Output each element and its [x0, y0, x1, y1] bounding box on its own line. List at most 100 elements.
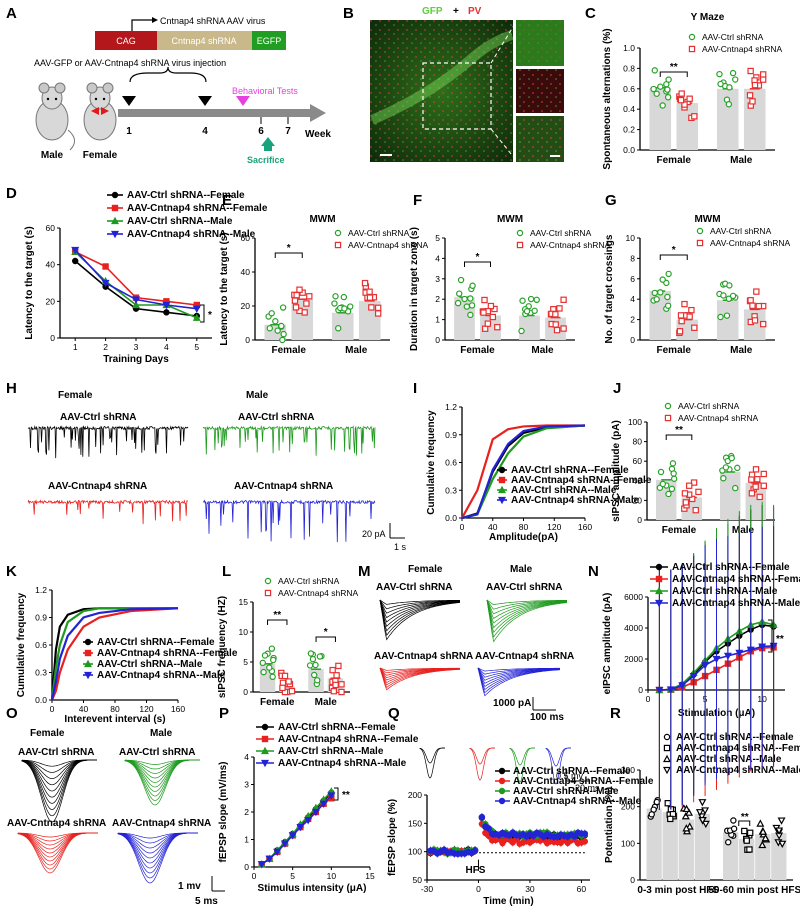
L-ytick-label: 0 — [243, 687, 248, 697]
R-legend-label: AAV-Ctrl shRNA--Male — [676, 754, 782, 765]
C-point — [664, 86, 671, 93]
panel-label-g: G — [605, 192, 617, 209]
P-series-point — [304, 817, 313, 825]
R-bar — [646, 808, 662, 880]
G-point — [751, 317, 759, 324]
Q-ytick-label: 200 — [408, 790, 422, 800]
h-ctrl-male-label: AAV-Ctrl shRNA — [238, 412, 314, 423]
N-ytick-label: 2000 — [624, 654, 643, 664]
N-series-point — [655, 686, 664, 695]
L-point — [285, 678, 292, 685]
C-point — [759, 71, 767, 78]
E-point — [340, 293, 348, 301]
E-point — [374, 310, 382, 317]
J-point — [760, 470, 767, 478]
m-trace-ctrl-male — [486, 599, 567, 620]
Q-point — [478, 813, 486, 821]
F-point — [519, 297, 526, 304]
R-point — [761, 833, 770, 842]
P-series-point — [311, 808, 320, 817]
trace-ctrl-male — [202, 425, 376, 456]
panel-label-b: B — [343, 5, 354, 22]
C-point — [749, 98, 756, 105]
C-title: Y Maze — [691, 12, 725, 23]
L-point — [314, 677, 321, 684]
C-point — [751, 81, 759, 89]
J-ytick-label: 100 — [628, 417, 642, 427]
F-point — [456, 290, 463, 297]
m-trace-kd-male — [477, 667, 560, 675]
P-legend-label: AAV-Cntnap4 shRNA--Male — [278, 758, 407, 769]
E-point — [368, 304, 375, 311]
P-legend-label: AAV-Ctrl shRNA--Female — [278, 722, 396, 733]
Q-ylabel: fEPSP slope (%) — [387, 799, 398, 876]
C-ytick-label: 0.2 — [623, 125, 635, 135]
N-series-point — [723, 652, 732, 661]
q-scale-y: 0.5 mv — [556, 771, 584, 781]
N-sig-bracket — [768, 619, 773, 653]
P-xtick-label: 10 — [327, 871, 337, 881]
D-legend-label: AAV-Cntnap4 shRNA--Female — [127, 203, 268, 214]
N-series-point — [758, 643, 767, 651]
R-point — [648, 811, 655, 818]
E-title: MWM — [309, 214, 335, 225]
J-point — [685, 482, 693, 489]
I-ytick-label: 1.2 — [445, 402, 457, 412]
R-category-label: 0-3 min post HFS — [637, 885, 719, 896]
D-series-point — [131, 296, 141, 304]
L-point — [333, 672, 340, 679]
C-bar — [716, 88, 739, 150]
C-point — [746, 92, 754, 99]
q-inset-trace — [419, 747, 445, 779]
L-category-label: Male — [315, 697, 338, 708]
P-ytick-label: 2 — [244, 807, 249, 817]
P-xlabel: Stimulus intensity (μA) — [258, 883, 367, 894]
F-point — [481, 325, 489, 332]
J-category-label: Male — [732, 525, 755, 536]
trace-ctrl-female — [27, 425, 189, 459]
K-xtick-label: 120 — [139, 704, 153, 714]
J-bar — [719, 471, 741, 520]
C-point — [651, 67, 658, 74]
G-bar — [716, 300, 739, 340]
chart-i: 0.0 0.3 0.6 0.9 1.2 Cumulative frequency Ampli… — [426, 402, 652, 543]
K-series-line — [50, 607, 179, 701]
J-point — [695, 488, 702, 496]
R-ylabel: Potentiation (%) — [604, 787, 615, 863]
P-ytick-label: 3 — [244, 780, 249, 790]
L-point — [335, 662, 342, 670]
F-ytick-label: 3 — [435, 274, 440, 284]
Q-point — [581, 830, 589, 837]
G-point — [688, 306, 695, 314]
J-point — [752, 466, 760, 473]
N-series-point — [689, 672, 698, 681]
I-xtick-label: 40 — [488, 522, 498, 532]
R-legend-marker — [662, 754, 672, 763]
F-ytick-label: 0 — [435, 335, 440, 345]
injection-label: AAV-GFP or AAV-Cntnap4 shRNA virus injec… — [34, 58, 226, 68]
week-label: Week — [305, 129, 331, 140]
F-ytick-label: 1 — [435, 315, 440, 325]
R-legend-marker — [662, 766, 672, 775]
L-legend-marker — [264, 589, 272, 597]
P-series-point — [257, 861, 266, 869]
R-point — [741, 827, 748, 835]
J-point — [732, 484, 739, 492]
L-point — [332, 681, 339, 689]
L-point — [260, 668, 267, 676]
L-point — [306, 662, 314, 669]
C-point — [726, 84, 733, 91]
E-point — [268, 310, 275, 317]
E-point — [301, 309, 308, 316]
Q-xtick-label: 60 — [577, 884, 587, 894]
F-point — [531, 307, 538, 314]
E-point — [280, 330, 287, 338]
m-trace-ctrl-female — [379, 599, 461, 641]
F-legend-label: AAV-Ctrl shRNA — [530, 228, 592, 238]
F-point — [560, 296, 567, 303]
C-ylabel: Spontaneous alternations (%) — [602, 28, 613, 169]
K-legend-marker — [83, 671, 93, 680]
L-point — [259, 659, 266, 667]
F-point — [494, 323, 501, 331]
I-legend-label: AAV-Cntnap4 shRNA--Female — [511, 475, 652, 486]
